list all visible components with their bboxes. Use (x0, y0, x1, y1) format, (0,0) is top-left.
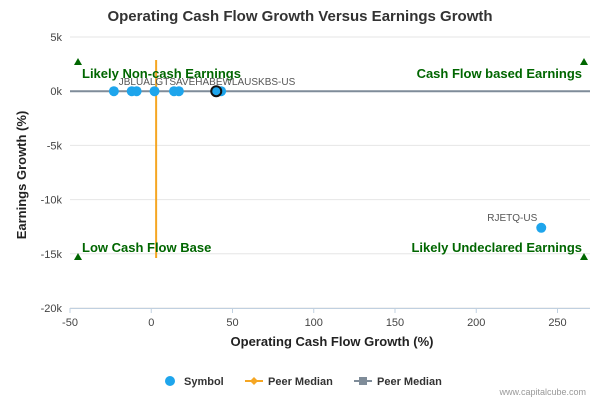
data-point[interactable] (149, 86, 160, 97)
x-axis-label: Operating Cash Flow Growth (%) (231, 334, 434, 349)
y-tick-label: -20k (41, 303, 63, 315)
axes-layer: -20k -15k -10k -5k 0k 5k -50 0 50 100 150 200 250 (41, 32, 590, 329)
legend-peer-median-y-marker[interactable] (359, 377, 367, 385)
highlight-point[interactable] (210, 85, 223, 98)
y-tick-label: -10k (41, 195, 63, 207)
quadrant-marker-top-left (74, 58, 82, 65)
quadrant-label-bottom-left: Low Cash Flow Base (82, 240, 211, 255)
quadrant-label-bottom-right: Likely Undeclared Earnings (411, 240, 582, 255)
y-tick-label: -5k (47, 140, 63, 152)
legend-symbol-marker[interactable] (165, 376, 175, 386)
x-tick-label: 200 (467, 317, 485, 329)
legend-peer-median-x-marker[interactable] (250, 377, 258, 385)
data-point[interactable] (536, 222, 547, 233)
quadrant-marker-bottom-right (580, 253, 588, 260)
credit-text: www.capitalcube.com (498, 387, 586, 397)
overlap-point-label: JBLUALGTSAVEHABEWLAUSKBS-US (119, 77, 296, 88)
legend-symbol-label[interactable]: Symbol (184, 376, 224, 388)
x-tick-label: 150 (386, 317, 404, 329)
quadrant-marker-top-right (580, 58, 588, 65)
x-tick-label: -50 (62, 317, 78, 329)
x-tick-label: 250 (548, 317, 566, 329)
x-tick-label: 0 (148, 317, 154, 329)
chart-title: Operating Cash Flow Growth Versus Earnin… (107, 8, 492, 25)
y-tick-label: -15k (41, 249, 63, 261)
y-tick-label: 0k (50, 86, 62, 98)
quadrant-layer: Likely Non-cash Earnings Cash Flow based … (74, 58, 588, 260)
x-tick-label: 100 (305, 317, 323, 329)
data-point[interactable] (108, 86, 119, 97)
legend-peer-median-y-label[interactable]: Peer Median (377, 376, 442, 388)
legend-peer-median-x-label[interactable]: Peer Median (268, 376, 333, 388)
data-point[interactable] (131, 86, 142, 97)
points-layer: JBLUALGTSAVEHABEWLAUSKBS-US RJETQ-US (108, 77, 547, 233)
y-axis-label: Earnings Growth (%) (14, 111, 29, 240)
legend[interactable]: Symbol Peer Median Peer Median (165, 376, 442, 388)
median-layer (70, 60, 590, 258)
quadrant-label-top-right: Cash Flow based Earnings (417, 66, 582, 81)
quadrant-marker-bottom-left (74, 253, 82, 260)
data-point[interactable] (173, 86, 184, 97)
point-label-rjetq: RJETQ-US (487, 213, 537, 224)
y-tick-label: 5k (50, 32, 62, 44)
quadrant-label-top-left: Likely Non-cash Earnings (82, 66, 241, 81)
x-tick-label: 50 (226, 317, 238, 329)
